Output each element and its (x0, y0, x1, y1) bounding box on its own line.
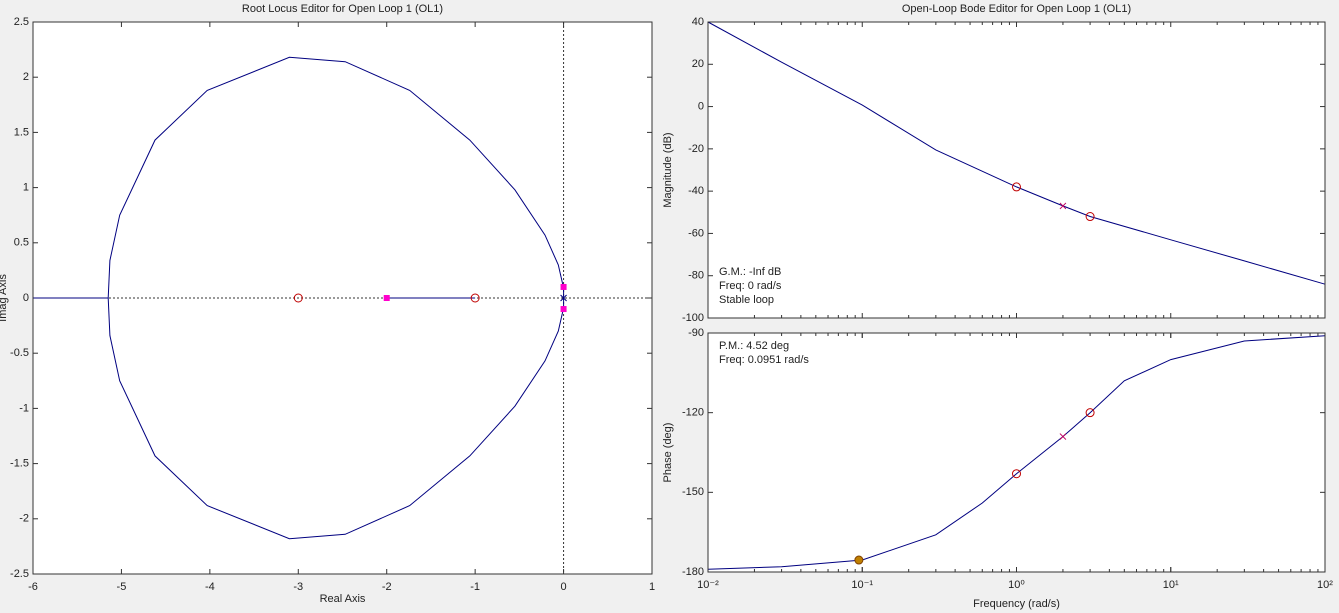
plot-area (708, 22, 1325, 318)
y-tick-label: 2.5 (14, 16, 29, 28)
zero-marker (470, 293, 480, 303)
y-tick-label: 1.5 (14, 126, 29, 138)
zero-marker (293, 293, 303, 303)
x-axis-label: Real Axis (320, 593, 366, 605)
y-tick-label: 1 (23, 182, 29, 194)
closed-loop-pole (383, 295, 390, 301)
zero-marker (1085, 408, 1095, 418)
y-tick-label: -120 (682, 407, 704, 419)
y-axis-label: Imag Axis (0, 274, 9, 322)
margin-marker (854, 555, 864, 565)
chart-title: Root Locus Editor for Open Loop 1 (OL1) (242, 3, 443, 15)
pole-marker (560, 294, 567, 302)
y-tick-label: -80 (688, 270, 704, 282)
locus-curve (707, 21, 1326, 285)
y-tick-label: -60 (688, 227, 704, 239)
pole-marker (1059, 202, 1067, 210)
x-tick-label: 0 (561, 581, 567, 593)
y-tick-label: -1.5 (10, 458, 29, 470)
plot-frame (707, 21, 1326, 319)
closed-loop-pole (560, 283, 567, 290)
x-axis-label: Frequency (rad/s) (973, 598, 1060, 610)
y-tick-label: -180 (682, 566, 704, 578)
x-tick-label: 10² (1317, 579, 1333, 591)
y-tick-label: -2.5 (10, 568, 29, 580)
y-tick-label: -1 (19, 402, 29, 414)
annotation: P.M.: 4.52 deg (719, 340, 789, 352)
x-tick-label: -4 (205, 581, 215, 593)
pole-marker (1059, 433, 1067, 440)
y-tick-label: 20 (692, 58, 704, 70)
x-tick-label: -1 (470, 581, 480, 593)
y-tick-label: -90 (688, 327, 704, 339)
annotation: Stable loop (719, 294, 774, 306)
zero-marker (1085, 212, 1095, 222)
y-tick-label: -150 (682, 486, 704, 498)
x-tick-label: -2 (382, 581, 392, 593)
x-tick-label: 10¹ (1163, 579, 1179, 591)
locus-curve (707, 335, 1326, 570)
plot-area (708, 333, 1325, 572)
y-tick-label: -100 (682, 312, 704, 324)
x-tick-label: -5 (117, 581, 127, 593)
plot-frame (707, 332, 1326, 573)
zero-marker (1012, 469, 1021, 479)
closed-loop-pole (560, 306, 567, 313)
y-tick-label: -0.5 (10, 347, 29, 359)
y-tick-label: 40 (692, 16, 704, 28)
y-tick-label: 0.5 (14, 237, 29, 249)
x-tick-label: 1 (649, 581, 655, 593)
annotation: G.M.: -Inf dB (719, 266, 781, 278)
plot-frame (32, 21, 653, 575)
annotation: Freq: 0.0951 rad/s (719, 354, 809, 366)
y-axis-label: Phase (deg) (662, 423, 674, 483)
y-tick-label: 0 (698, 100, 704, 112)
x-tick-label: 10⁻² (697, 579, 719, 591)
annotation: Freq: 0 rad/s (719, 280, 782, 292)
x-tick-label: 10⁻¹ (851, 579, 873, 591)
x-tick-label: -3 (293, 581, 303, 593)
y-axis-label: Magnitude (dB) (662, 132, 674, 207)
y-tick-label: -20 (688, 143, 704, 155)
zero-marker (1012, 182, 1021, 192)
y-tick-label: -2 (19, 513, 29, 525)
chart-title: Open-Loop Bode Editor for Open Loop 1 (O… (902, 3, 1131, 15)
y-tick-label: 0 (23, 292, 29, 304)
x-tick-label: -6 (28, 581, 38, 593)
y-tick-label: 2 (23, 71, 29, 83)
y-tick-label: -40 (688, 185, 704, 197)
x-tick-label: 10⁰ (1008, 579, 1025, 591)
